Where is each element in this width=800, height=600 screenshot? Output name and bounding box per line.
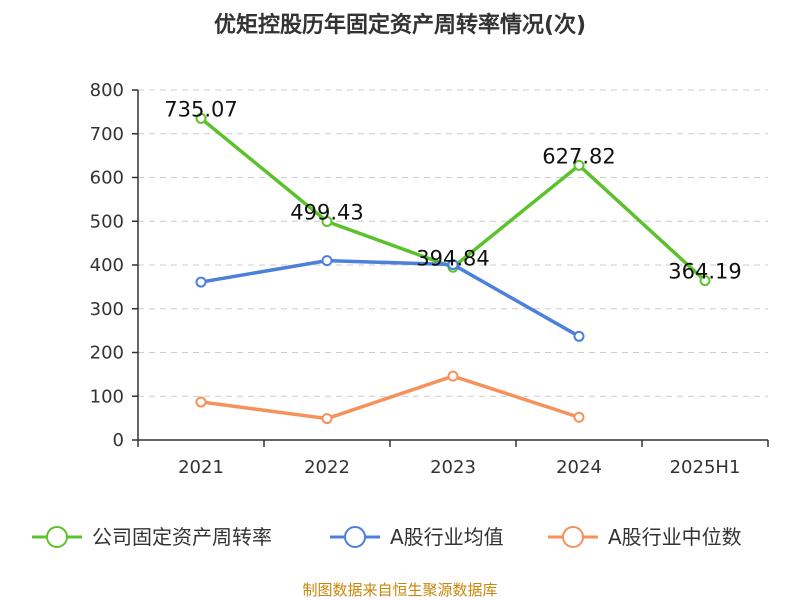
series-line [199,374,581,421]
data-point [573,330,585,342]
y-tick-label: 400 [90,255,124,276]
legend-marker [562,526,584,548]
x-tick-label: 2024 [556,457,602,478]
data-label: 499.43 [290,200,363,224]
data-point [573,411,585,423]
legend-item: A股行业中位数 [548,525,742,549]
data-label: 627.82 [542,144,615,168]
legend-label: A股行业中位数 [608,525,742,549]
data-label: 364.19 [668,260,741,284]
series-3 [195,370,585,425]
data-label: 394.84 [416,246,489,270]
data-point [447,370,459,382]
legend-label: 公司固定资产周转率 [92,525,272,549]
y-tick-label: 300 [90,299,124,320]
data-point [321,413,333,425]
grid [138,89,768,397]
data-point [195,396,207,408]
data-point [195,276,207,288]
y-tick-label: 100 [90,386,124,407]
y-tick-label: 800 [90,80,124,101]
axes: 0 100 200 300 400 500 600 700 800 2021 2022 2023 202… [90,80,769,478]
legend-item: A股行业均值 [330,525,504,549]
legend-marker [46,526,68,548]
legend-item: 公司固定资产周转率 [32,525,272,549]
chart-title: 优矩控股历年固定资产周转率情况(次) [214,12,586,38]
series-2 [195,255,585,342]
data-label: 735.07 [164,97,237,121]
data-point [699,275,711,287]
y-tick-label: 700 [90,124,124,145]
legend: 公司固定资产周转率 A股行业均值 A股行业中位数 [32,525,742,549]
series-area [195,112,711,425]
x-tick-label: 2022 [304,457,350,478]
data-labels: 735.07 499.43 394.84 627.82 364.19 [164,97,741,283]
series-line [199,258,581,339]
data-point [321,215,333,227]
x-tick-label: 2025H1 [670,457,741,478]
data-point [321,255,333,267]
x-tick-label: 2023 [430,457,476,478]
legend-label: A股行业均值 [390,525,504,549]
data-point [573,159,585,171]
data-point [195,112,207,124]
x-tick-label: 2021 [178,457,224,478]
y-tick-label: 600 [90,168,124,189]
y-tick-label: 0 [113,430,124,451]
data-point [447,259,459,271]
y-tick-label: 200 [90,343,124,364]
legend-marker [344,526,366,548]
y-tick-label: 500 [90,211,124,232]
source-note: 制图数据来自恒生聚源数据库 [302,581,497,599]
